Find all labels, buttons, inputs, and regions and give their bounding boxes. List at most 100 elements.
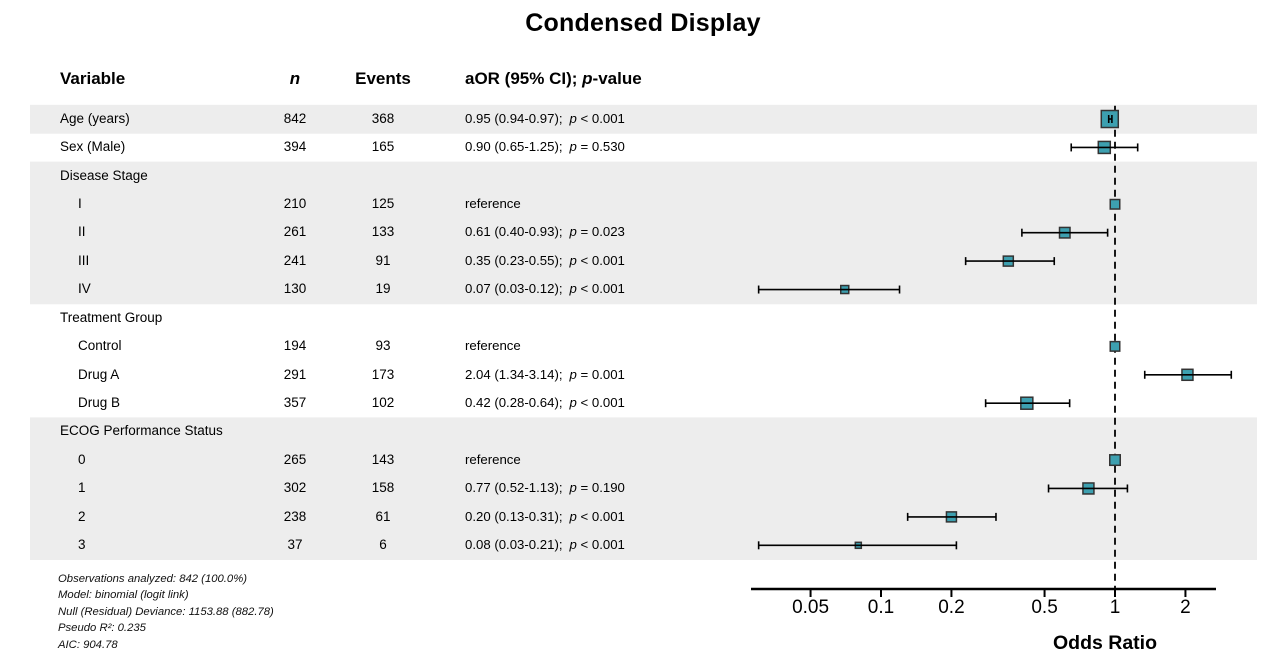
row-label: 1: [78, 480, 86, 496]
p-symbol: p: [569, 395, 577, 410]
group-label: ECOG Performance Status: [60, 423, 223, 439]
p-value-text: < 0.001: [576, 395, 625, 410]
row-n: 357: [283, 395, 307, 410]
x-axis-title: Odds Ratio: [1053, 632, 1157, 654]
row-events: 173: [371, 366, 395, 382]
row-label: 2: [78, 508, 86, 524]
p-symbol: p: [569, 224, 577, 240]
x-tick-label: 0.2: [938, 597, 964, 618]
row-events: 133: [371, 224, 395, 240]
x-tick-label: 1: [1110, 597, 1121, 618]
row-n: 302: [283, 480, 307, 496]
p-symbol: p: [569, 508, 577, 524]
footnote-line: Model: binomial (logit link): [58, 589, 189, 601]
row-stripe: [30, 445, 1257, 475]
row-events: 19: [375, 281, 391, 297]
row-estimate: 0.61 (0.40-0.93); p = 0.023: [465, 218, 625, 246]
estimate-header-suffix: -value: [592, 69, 642, 88]
forest-marker: [1109, 454, 1121, 467]
row-stripe: [30, 531, 1257, 561]
footnote-line: AIC: 904.78: [58, 638, 118, 651]
p-value-text: < 0.001: [576, 252, 625, 268]
estimate-text: 0.35 (0.23-0.55);: [465, 252, 563, 268]
row-events: 102: [371, 395, 395, 410]
row-estimate: reference: [465, 338, 521, 354]
p-value-text: < 0.001: [576, 508, 625, 524]
row-estimate: 0.08 (0.03-0.21); p < 0.001: [465, 531, 625, 559]
row-stripe: [30, 190, 1257, 219]
group-label: Treatment Group: [60, 309, 163, 325]
row-events: 143: [371, 451, 395, 467]
p-symbol: p: [569, 110, 577, 126]
estimate-text: 0.95 (0.94-0.97);: [465, 110, 563, 126]
row-estimate: 0.77 (0.52-1.13); p = 0.190: [465, 474, 625, 502]
estimate-text: 0.07 (0.03-0.12);: [465, 281, 563, 297]
p-value-text: < 0.001: [576, 537, 625, 553]
p-symbol: p: [569, 537, 577, 553]
x-tick-label: 0.05: [792, 597, 829, 618]
estimate-text: 2.04 (1.34-3.14);: [465, 366, 563, 382]
row-n: 291: [283, 366, 307, 382]
estimate-header-p: p: [582, 69, 593, 88]
row-estimate: reference: [465, 451, 521, 467]
estimate-text: 0.42 (0.28-0.64);: [465, 395, 563, 410]
row-n: 265: [283, 451, 307, 467]
footnote-line: Pseudo R²: 0.235: [58, 622, 146, 634]
estimate-text: 0.08 (0.03-0.21);: [465, 537, 563, 553]
estimate-text: 0.77 (0.52-1.13);: [465, 480, 563, 496]
estimate-header-prefix: aOR (95% CI);: [465, 69, 583, 88]
row-label: I: [78, 196, 82, 212]
row-stripe: [30, 275, 1257, 305]
forest-marker: [1109, 340, 1121, 352]
row-label: 0: [78, 451, 86, 467]
row-label: II: [78, 224, 86, 240]
row-estimate: 0.07 (0.03-0.12); p < 0.001: [465, 275, 625, 303]
row-n: 130: [283, 281, 307, 297]
row-events: 93: [375, 338, 391, 354]
row-label: Age (years): [60, 110, 130, 126]
p-value-text: = 0.530: [576, 139, 625, 155]
p-symbol: p: [569, 366, 577, 382]
row-n: 238: [283, 508, 307, 524]
p-value-text: = 0.190: [576, 480, 625, 496]
row-events: 368: [371, 110, 395, 126]
column-header-n: n: [289, 69, 301, 88]
chart-title: Condensed Display: [525, 9, 761, 37]
column-header-events: Events: [355, 69, 411, 88]
row-events: 165: [371, 139, 395, 155]
column-header-variable: Variable: [60, 69, 126, 88]
x-tick-label: 2: [1180, 597, 1191, 618]
row-label: Drug A: [78, 366, 120, 382]
row-stripe: [30, 161, 1257, 191]
row-label: Drug B: [78, 395, 121, 410]
row-label: 3: [78, 537, 86, 553]
footnote-line: Observations analyzed: 842 (100.0%): [58, 572, 248, 585]
row-events: 6: [379, 537, 387, 553]
row-n: 261: [283, 224, 307, 240]
row-n: 241: [283, 252, 307, 268]
row-events: 158: [371, 480, 395, 496]
row-stripe: [30, 246, 1257, 276]
row-stripe: [30, 104, 1257, 134]
row-stripe: [30, 502, 1257, 532]
row-label: Sex (Male): [60, 139, 126, 155]
estimate-text: 0.61 (0.40-0.93);: [465, 224, 563, 240]
row-estimate: 0.42 (0.28-0.64); p < 0.001: [465, 389, 625, 417]
row-estimate: 0.90 (0.65-1.25); p = 0.530: [465, 133, 625, 161]
row-estimate: 0.20 (0.13-0.31); p < 0.001: [465, 503, 625, 531]
row-label: IV: [78, 281, 91, 297]
x-tick-label: 0.1: [868, 597, 894, 618]
column-header-estimate: aOR (95% CI); p-value: [465, 64, 642, 94]
row-n: 210: [283, 196, 307, 212]
group-label: Disease Stage: [60, 167, 148, 183]
p-symbol: p: [569, 139, 577, 155]
row-estimate: 0.35 (0.23-0.55); p < 0.001: [465, 247, 625, 275]
row-estimate: 2.04 (1.34-3.14); p = 0.001: [465, 361, 625, 389]
footnote-line: Null (Residual) Deviance: 1153.88 (882.7…: [58, 605, 274, 618]
p-symbol: p: [569, 252, 577, 268]
row-n: 394: [283, 139, 307, 155]
p-value-text: < 0.001: [576, 281, 625, 297]
p-value-text: < 0.001: [576, 110, 625, 126]
